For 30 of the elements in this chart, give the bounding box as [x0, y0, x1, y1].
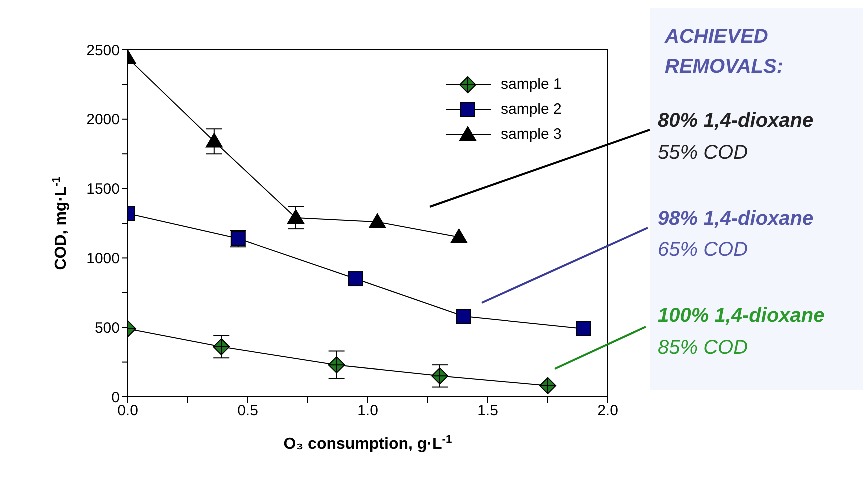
point	[450, 228, 468, 244]
y-tick-label: 1500	[86, 181, 120, 198]
x-tick-label: 1.0	[358, 402, 378, 420]
x-axis-title: O₃ consumption, g·L$^{-1}$	[284, 434, 452, 453]
x-tick-label: 0.5	[238, 402, 258, 420]
y-tick-label: 2000	[86, 112, 120, 129]
text: 85% COD	[658, 337, 748, 360]
x-tick-label: 2.0	[598, 402, 618, 420]
text: 98% 1,4-dioxane	[658, 208, 814, 231]
text: 65% COD	[658, 239, 748, 262]
y-tick-label: 500	[94, 320, 120, 337]
legend-label: sample 2	[501, 101, 562, 118]
x-tick-label: 1.5	[478, 402, 498, 420]
text: 80% 1,4-dioxane	[658, 110, 814, 133]
text: 100% 1,4-dioxane	[658, 305, 825, 328]
y-tick-label: 2500	[86, 42, 120, 60]
y-tick-label: 1000	[86, 250, 120, 268]
legend-label: sample 1	[501, 76, 562, 93]
text: REMOVALS:	[665, 56, 784, 79]
text: ACHIEVED	[665, 26, 768, 49]
point	[369, 214, 386, 228]
text: 55% COD	[658, 142, 748, 165]
point	[456, 308, 472, 324]
point	[348, 272, 364, 287]
point	[288, 209, 304, 224]
point	[206, 133, 223, 148]
y-tick-label: 0	[112, 389, 120, 406]
x-tick-label: 0.0	[118, 402, 138, 420]
legend-label: sample 3	[501, 126, 562, 143]
point	[576, 321, 592, 336]
